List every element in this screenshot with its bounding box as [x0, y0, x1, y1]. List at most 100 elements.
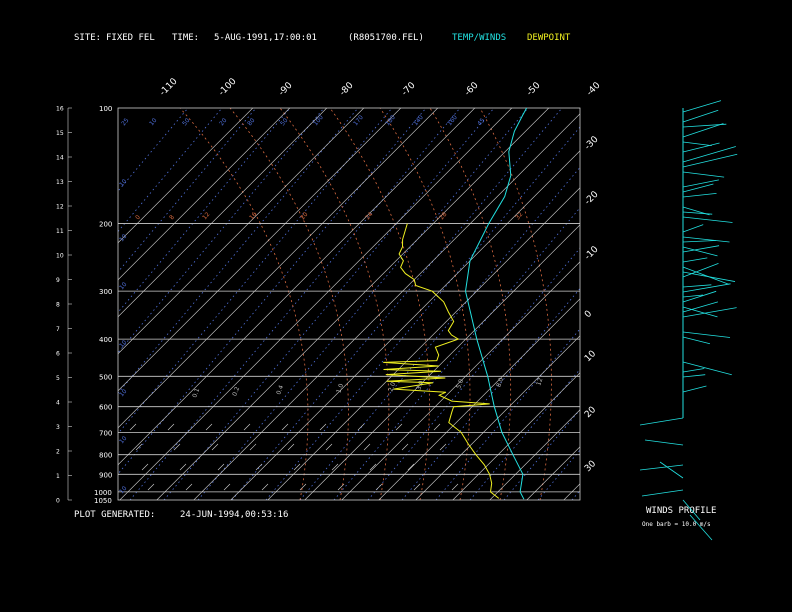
dry-adiabat-line: [379, 108, 471, 500]
mixing-ratio-line: [469, 368, 580, 500]
mixing-ratio-line: [571, 489, 580, 500]
height-tick-label: 4: [56, 400, 60, 407]
mixing-ratio-label: 10: [118, 485, 128, 495]
mixing-ratio-line: [129, 108, 461, 500]
mixing-ratio-label: 1.0: [335, 383, 345, 395]
mixing-ratio-line: [299, 166, 580, 500]
dry-adiabat-line: [179, 108, 309, 500]
wind-barb: [682, 236, 730, 243]
dry-adiabat-line: [279, 108, 390, 500]
dry-adiabat-line: [429, 108, 512, 500]
mixing-tick: [185, 483, 193, 491]
mixing-ratio-line: [435, 328, 580, 500]
mixing-ratio-label: 10: [118, 339, 128, 349]
mixing-tick: [395, 423, 403, 431]
winds-profile-label: WINDS PROFILE: [646, 506, 717, 516]
mixing-ratio-label: 10: [118, 281, 128, 291]
file-name: (R8051700.FEL): [348, 33, 424, 43]
wind-barb: [682, 284, 712, 288]
pressure-tick-label: 600: [99, 404, 112, 412]
chart-frame: [67, 107, 581, 501]
mixing-ratio-line: [118, 108, 393, 435]
wind-barb: [682, 183, 714, 193]
pressure-tick-label: 400: [99, 336, 112, 344]
wind-barb: [682, 153, 738, 168]
wind-barb: [682, 294, 704, 298]
mixing-ratio-line: [367, 247, 580, 500]
height-tick-label: 3: [56, 424, 60, 431]
isotherm-line: [267, 187, 580, 500]
mixing-ratio-label: 10: [148, 117, 158, 127]
pressure-tick-label: 800: [99, 452, 112, 460]
mixing-tick: [179, 463, 187, 471]
wind-barb: [682, 224, 704, 233]
mixing-ratio-label: 0.2: [231, 386, 241, 398]
isotherm-line: [601, 108, 792, 500]
mixing-ratio-line: [537, 449, 580, 500]
dry-adiabat-lines: [179, 108, 552, 500]
wind-barb: [682, 262, 719, 278]
wind-barb: [682, 257, 708, 263]
mixing-ratio-lines: [118, 108, 580, 500]
legend-temp-winds: TEMP/WINDS: [452, 33, 507, 43]
mixing-tick: [147, 483, 155, 491]
wind-barb: [682, 368, 705, 373]
wind-barb: [682, 385, 707, 393]
plot-generated-label: PLOT GENERATED:: [74, 510, 156, 520]
mixing-ratio-label: 10: [118, 233, 128, 243]
skew-temp-label-top: -100: [217, 76, 239, 98]
legend-dewpoint: DEWPOINT: [527, 33, 571, 43]
wind-barb: [682, 109, 719, 123]
mixing-tick: [243, 423, 251, 431]
isotherm-line: [378, 298, 580, 500]
mixing-ratio-label: 180: [384, 114, 397, 127]
isotherm-line: [526, 446, 580, 500]
pressure-tick-label: 700: [99, 429, 112, 437]
wind-barb: [682, 245, 720, 253]
mixing-ratio-label: 0.1: [191, 387, 201, 399]
isotherm-line: [230, 150, 580, 500]
wind-barb: [639, 464, 684, 471]
mixing-ratio-label: 50: [279, 117, 289, 127]
wind-barb: [682, 266, 730, 285]
series-lines: [383, 108, 528, 500]
isotherm-line: [118, 108, 439, 429]
isotherm-line: [489, 409, 580, 500]
mixing-ratio-label: 8: [168, 214, 176, 222]
height-tick-label: 0: [56, 498, 60, 505]
mixing-ratio-label: 5.0: [455, 378, 465, 390]
mixing-tick: [261, 483, 269, 491]
plot-generated-value: 24-JUN-1994,00:53:16: [180, 510, 289, 520]
skew-temp-label-right: 10: [583, 349, 598, 364]
mixing-tick: [369, 463, 377, 471]
mixing-ratio-line: [118, 108, 359, 394]
barb-note: One barb = 10.0 m/s: [642, 521, 711, 528]
mixing-tick: [451, 483, 459, 491]
mixing-ratio-label: 12: [201, 211, 211, 221]
mixing-tick: [173, 443, 181, 451]
wind-barb: [682, 307, 737, 318]
wind-barb: [659, 461, 684, 479]
mixing-ratio-label: 10: [118, 435, 128, 445]
wind-barb: [682, 142, 720, 153]
height-tick-label: 8: [56, 302, 60, 309]
mixing-ratio-label: 28: [438, 211, 448, 221]
wind-barb: [682, 123, 724, 138]
wind-barb: [682, 331, 731, 338]
mixing-tick: [375, 483, 383, 491]
height-tick-label: 15: [56, 130, 64, 137]
mixing-ratio-label: 3.0: [415, 380, 425, 392]
mixing-ratio-label: 10: [118, 388, 128, 398]
mixing-ratio-label: 2.0: [387, 381, 397, 393]
mixing-ratio-label: 50: [181, 117, 191, 127]
mixing-ratio-label: 45: [476, 117, 486, 127]
pressure-tick-label: 900: [99, 471, 112, 479]
skew-temp-label-right: 20: [583, 405, 598, 420]
time-value: 5-AUG-1991,17:00:01: [214, 33, 317, 43]
mixing-ratio-label: 32: [514, 211, 524, 221]
mixing-ratio-label: 170: [352, 114, 365, 127]
height-tick-label: 10: [56, 253, 64, 260]
mixing-ratio-line: [118, 108, 223, 233]
skew-temp-label-top: -110: [158, 76, 180, 98]
height-tick-label: 2: [56, 449, 60, 456]
